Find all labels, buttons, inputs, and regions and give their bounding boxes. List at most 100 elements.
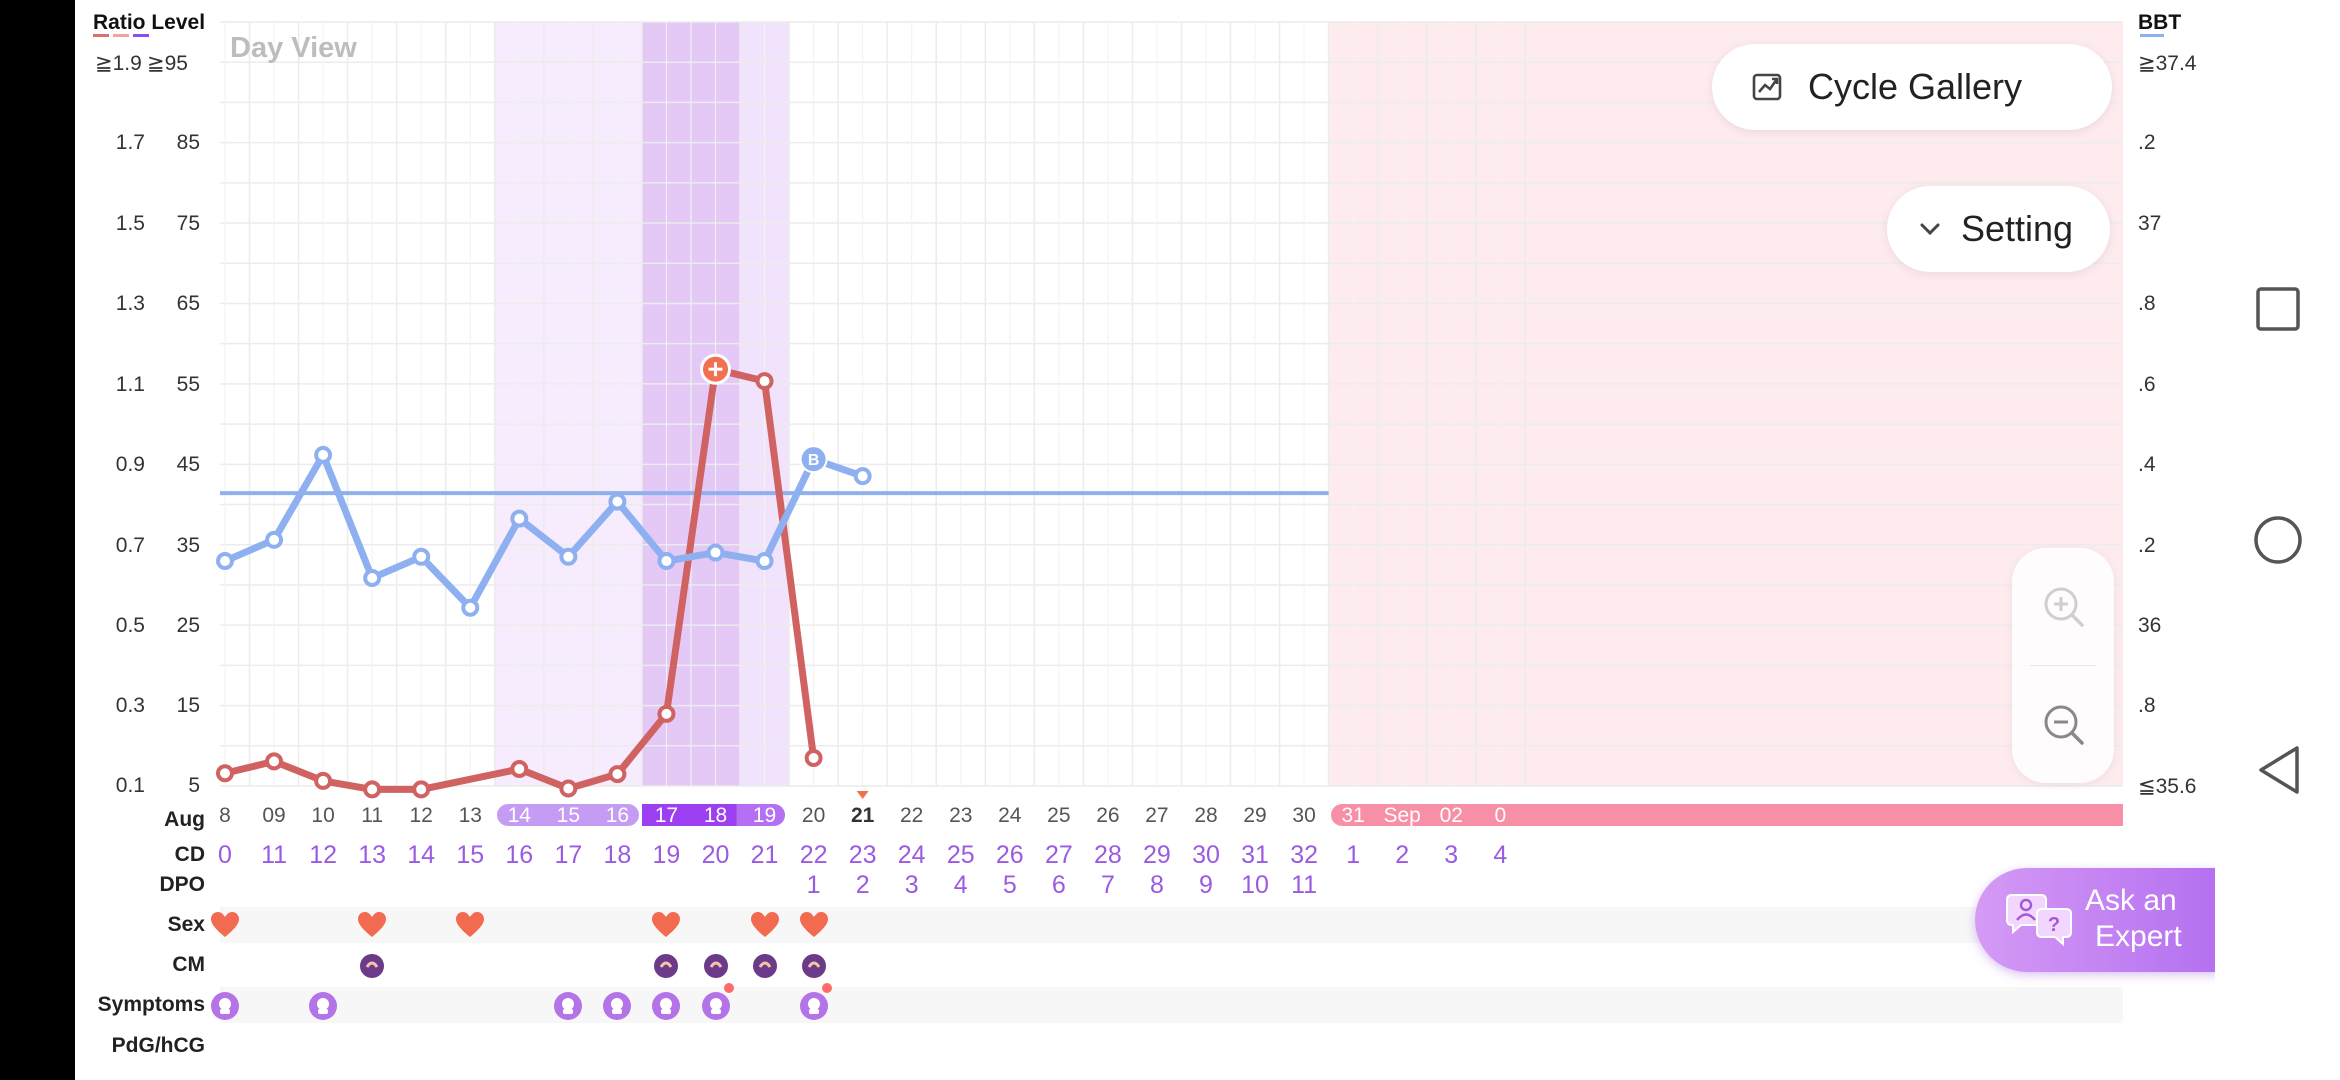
- date-label[interactable]: 20: [801, 804, 826, 827]
- date-label[interactable]: Sep: [1383, 804, 1421, 827]
- date-label[interactable]: 31: [1341, 804, 1365, 827]
- bbt-data-point: [510, 509, 529, 528]
- bbt-data-point: [412, 547, 431, 566]
- symptoms-row-label: Symptoms: [97, 993, 205, 1016]
- cycle-chart[interactable]: B: [75, 0, 2215, 1080]
- ask-expert-line1: Ask an: [2085, 884, 2177, 917]
- ratio-tick: 0.3: [115, 694, 145, 717]
- heart-icon[interactable]: [357, 911, 387, 939]
- zoom-out-icon[interactable]: [2041, 702, 2087, 748]
- symptom-icon[interactable]: [210, 991, 240, 1021]
- dpo-label: 1: [806, 871, 821, 899]
- dpo-row-label: DPO: [159, 873, 205, 896]
- cycle-day-label: 15: [456, 841, 485, 869]
- bbt-data-point: [216, 552, 234, 571]
- bbt-data-point: [265, 530, 284, 549]
- cycle-gallery-button[interactable]: Cycle Gallery: [1712, 44, 2112, 130]
- date-label[interactable]: 23: [949, 804, 973, 827]
- cycle-day-label: 30: [1192, 841, 1220, 869]
- cervical-mucus-icon[interactable]: [653, 953, 679, 979]
- date-label[interactable]: 18: [703, 804, 728, 827]
- dpo-label: 9: [1199, 871, 1213, 899]
- date-label[interactable]: 25: [1047, 804, 1071, 827]
- bbt-marker-point: [799, 445, 828, 474]
- date-label[interactable]: 11: [361, 804, 384, 827]
- symptom-icon[interactable]: [701, 991, 731, 1021]
- date-label[interactable]: 30: [1292, 804, 1316, 827]
- cervical-mucus-icon[interactable]: [752, 953, 778, 979]
- date-label[interactable]: 29: [1243, 804, 1267, 827]
- svg-text:?: ?: [2048, 914, 2060, 936]
- date-label[interactable]: 0: [1494, 804, 1507, 827]
- date-label[interactable]: 13: [458, 804, 482, 827]
- cycle-day-label: 13: [358, 841, 387, 869]
- ask-expert-line2: Expert: [2095, 920, 2182, 953]
- cycle-day-label: 2: [1395, 841, 1410, 869]
- today-marker: [856, 791, 869, 799]
- recent-apps-icon[interactable]: [2255, 286, 2301, 332]
- home-icon[interactable]: [2252, 514, 2304, 566]
- date-label[interactable]: 19: [752, 804, 777, 827]
- cycle-day-label: 31: [1241, 841, 1269, 869]
- period-date-pill: [1331, 804, 2123, 826]
- month-row-label: Aug: [164, 808, 205, 831]
- cycle-day-label: 20: [701, 841, 730, 869]
- date-label[interactable]: 15: [556, 804, 581, 827]
- heart-icon[interactable]: [750, 911, 780, 939]
- ratio-tick: 1.5: [115, 212, 145, 235]
- bbt-tick: .8: [2138, 292, 2156, 315]
- date-label[interactable]: 09: [262, 804, 286, 827]
- lh-data-point: [755, 372, 774, 391]
- heart-icon[interactable]: [455, 911, 485, 939]
- cervical-mucus-icon[interactable]: [801, 953, 827, 979]
- date-label[interactable]: 27: [1145, 804, 1169, 827]
- date-label[interactable]: 24: [998, 804, 1022, 827]
- ratio-tick: 1.1: [115, 373, 145, 396]
- date-label[interactable]: 26: [1096, 804, 1120, 827]
- ask-expert-button[interactable]: ? Ask an Expert: [1975, 868, 2215, 972]
- cycle-day-label: 26: [995, 841, 1024, 869]
- cervical-mucus-icon[interactable]: [359, 953, 385, 979]
- sex-row-bg: [220, 907, 2123, 943]
- back-icon[interactable]: [2255, 744, 2303, 796]
- date-label[interactable]: 8: [219, 804, 231, 827]
- date-label[interactable]: 10: [311, 804, 335, 827]
- date-label[interactable]: 17: [654, 804, 679, 827]
- chat-expert-icon: ?: [2006, 894, 2072, 947]
- heart-icon[interactable]: [651, 911, 681, 939]
- lh-data-point: [363, 780, 382, 799]
- bbt-label: BBT: [2138, 11, 2182, 34]
- symptom-icon[interactable]: [602, 991, 632, 1021]
- heart-icon[interactable]: [799, 911, 829, 939]
- bbt-data-point: [608, 492, 627, 511]
- symptom-icon[interactable]: [308, 991, 338, 1021]
- bbt-data-point: [657, 552, 676, 571]
- date-label[interactable]: 28: [1194, 804, 1218, 827]
- date-label[interactable]: 16: [605, 804, 630, 827]
- date-label[interactable]: 21: [850, 804, 875, 827]
- zoom-divider: [2030, 665, 2096, 666]
- date-label[interactable]: 12: [409, 804, 433, 827]
- lh-tick: 65: [176, 292, 200, 315]
- ratio-top-label: ≧1.9: [95, 52, 142, 75]
- legend-swatch-ratio-light: [113, 34, 129, 37]
- legend-swatch-bbt: [2140, 34, 2164, 37]
- cycle-day-label: 18: [603, 841, 632, 869]
- dpo-label: 8: [1149, 871, 1164, 899]
- lh-tick: 45: [176, 453, 200, 476]
- date-label[interactable]: 22: [900, 804, 924, 827]
- bbt-data-point: [363, 569, 382, 588]
- dpo-label: 3: [904, 871, 919, 899]
- symptom-icon[interactable]: [651, 991, 681, 1021]
- date-label[interactable]: 14: [507, 804, 531, 827]
- cervical-mucus-icon[interactable]: [703, 953, 729, 979]
- lh-data-point: [657, 704, 676, 723]
- lh-tick: 75: [176, 212, 200, 235]
- ratio-tick: 0.9: [115, 453, 145, 476]
- setting-button[interactable]: Setting: [1887, 186, 2110, 272]
- symptom-icon[interactable]: [799, 991, 829, 1021]
- zoom-in-icon[interactable]: [2041, 584, 2087, 630]
- heart-icon[interactable]: [210, 911, 240, 939]
- symptom-icon[interactable]: [553, 991, 583, 1021]
- date-label[interactable]: 02: [1439, 804, 1463, 827]
